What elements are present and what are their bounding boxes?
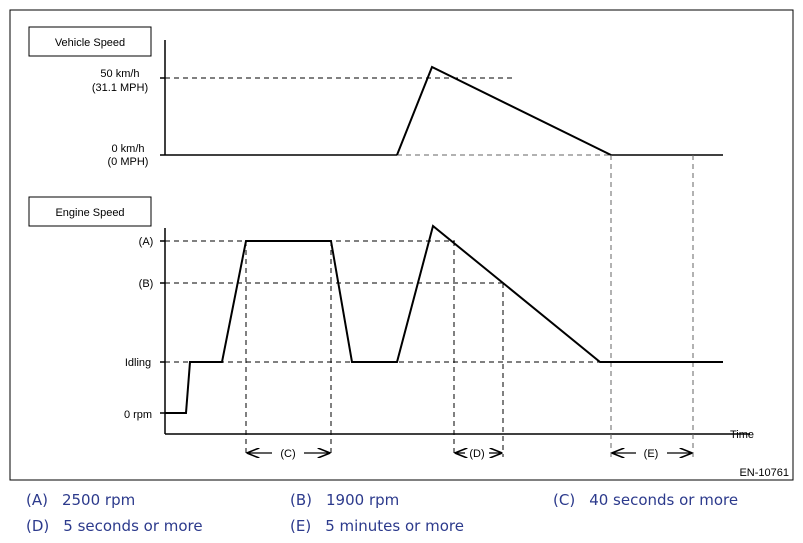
legend-item-a: (A) 2500 rpm [26, 491, 135, 509]
legend-item-c: (C) 40 seconds or more [553, 491, 738, 509]
vehicle-speed-trace [396, 65, 612, 156]
vehicle-tick-0-label: 0 km/h [111, 143, 144, 155]
legend-key-e: (E) [290, 517, 312, 535]
legend-text-c: 40 seconds or more [589, 491, 739, 509]
legend-key-a: (A) [26, 491, 48, 509]
engine-speed-box [28, 196, 152, 227]
legend-key-c: (C) [553, 491, 576, 509]
interval-d-label: (D) [469, 448, 484, 460]
vehicle-speed-title: Vehicle Speed [55, 37, 125, 49]
vehicle-tick-50-label-mph: (31.1 MPH) [92, 82, 148, 94]
interval-e-label: (E) [644, 448, 659, 460]
legend-item-e: (E) 5 minutes or more [290, 517, 464, 535]
figure-id: EN-10761 [739, 467, 789, 479]
legend-item-d: (D) 5 seconds or more [26, 517, 203, 535]
legend-text-a: 2500 rpm [61, 491, 136, 509]
engine-speed-title: Engine Speed [55, 207, 124, 219]
legend-text-b: 1900 rpm [326, 491, 400, 509]
legend-text-d: 5 seconds or more [63, 517, 203, 535]
vehicle-tick-50-label: 50 km/h [100, 68, 139, 80]
engine-tick-b-label: (B) [139, 278, 154, 290]
time-axis-label: Time [730, 429, 754, 441]
engine-tick-0-label: 0 rpm [124, 409, 152, 421]
figure-frame [9, 9, 794, 481]
legend-key-d: (D) [26, 517, 50, 535]
vehicle-speed-box [28, 26, 152, 57]
engine-tick-a-label: (A) [139, 236, 154, 248]
legend-text-e: 5 minutes or more [325, 517, 464, 535]
engine-speed-trace [165, 224, 723, 414]
engine-tick-idling-label: Idling [125, 357, 151, 369]
vehicle-tick-0-label-mph: (0 MPH) [108, 156, 149, 168]
interval-c-label: (C) [280, 448, 295, 460]
legend-item-b: (B) 1900 rpm [290, 491, 399, 509]
legend-key-b: (B) [290, 491, 312, 509]
